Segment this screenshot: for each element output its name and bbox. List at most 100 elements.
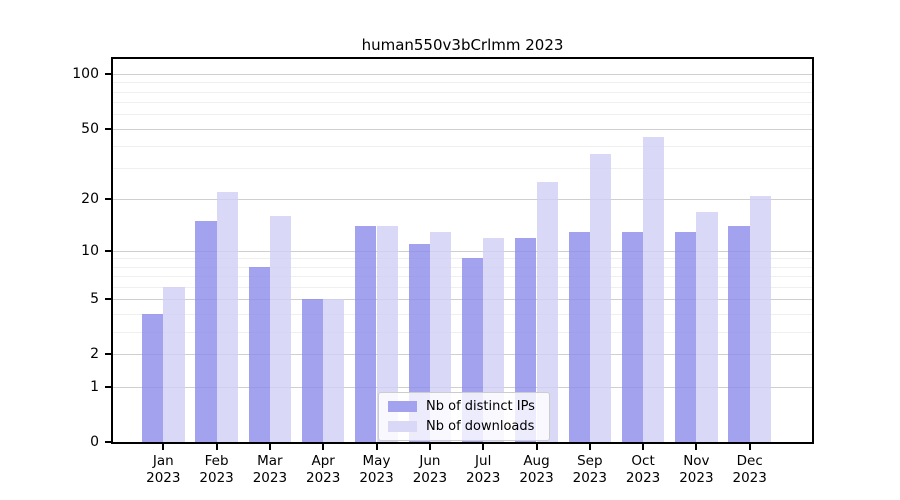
bar-downloads-aug (536, 182, 558, 442)
x-tick-mark-jun (428, 444, 431, 450)
x-tick-mark-aug (535, 444, 538, 450)
bar-downloads-mar (269, 216, 292, 442)
x-tick-mark-oct (642, 444, 645, 450)
x-tick-year: 2023 (466, 470, 501, 486)
x-tick-month: May (362, 453, 391, 469)
bar-distinct-ips-oct (621, 231, 644, 442)
y-tick-mark-0 (105, 441, 112, 443)
x-tick-month: Dec (736, 453, 763, 469)
bar-distinct-ips-nov (675, 231, 697, 442)
y-tick-label-0: 0 (90, 434, 99, 450)
major-gridline-10 (113, 250, 812, 252)
bar-downloads-apr (323, 299, 345, 442)
major-gridline-50 (113, 128, 812, 130)
y-tick-label-100: 100 (72, 66, 99, 82)
x-tick-month: Jan (152, 453, 174, 469)
legend-swatch-icon (388, 401, 417, 412)
bar-downloads-jun (429, 231, 452, 442)
x-tick-mark-apr (322, 444, 325, 450)
bar-distinct-ips-may (355, 226, 377, 442)
minor-gridline-90 (113, 82, 812, 84)
x-tick-year: 2023 (679, 470, 714, 486)
major-gridline-20 (113, 199, 812, 201)
x-tick-label-feb: Feb 2023 (187, 453, 247, 487)
major-gridline-100 (113, 74, 812, 75)
x-tick-mark-dec (748, 444, 751, 450)
x-tick-year: 2023 (252, 470, 288, 486)
minor-gridline-60 (113, 114, 812, 116)
x-tick-month: Sep (577, 453, 603, 469)
x-tick-mark-jul (482, 444, 485, 450)
x-tick-year: 2023 (519, 470, 554, 486)
x-tick-mark-feb (215, 444, 218, 450)
y-tick-label-1: 1 (90, 378, 99, 395)
y-tick-mark-10 (105, 249, 112, 252)
bar-distinct-ips-sep (568, 231, 590, 442)
x-tick-label-dec: Dec 2023 (720, 453, 780, 487)
x-tick-year: 2023 (359, 470, 394, 486)
bar-distinct-ips-dec (728, 226, 750, 442)
x-tick-label-oct: Oct 2023 (613, 453, 673, 487)
minor-gridline-80 (113, 91, 812, 93)
chart-title: human550v3bCrlmm 2023 (361, 36, 564, 54)
bar-downloads-may (376, 226, 398, 442)
x-tick-label-nov: Nov 2023 (666, 453, 726, 487)
x-tick-year: 2023 (146, 470, 181, 486)
x-tick-month: Oct (631, 453, 655, 469)
x-tick-month: Apr (311, 453, 335, 469)
x-tick-year: 2023 (412, 470, 448, 486)
y-tick-mark-2 (105, 353, 112, 356)
bar-downloads-oct (643, 136, 665, 442)
plot-area: Nb of distinct IPs Nb of downloads (113, 59, 812, 442)
x-tick-mark-nov (695, 444, 698, 450)
bar-downloads-jan (163, 286, 185, 442)
plot-frame: Nb of distinct IPs Nb of downloads (111, 57, 814, 444)
minor-gridline-70 (113, 102, 812, 104)
legend-label: Nb of downloads (426, 419, 535, 434)
x-tick-label-jun: Jun 2023 (400, 453, 460, 487)
bar-distinct-ips-jan (142, 313, 164, 442)
x-tick-label-may: May 2023 (347, 453, 407, 487)
x-tick-year: 2023 (306, 470, 341, 486)
x-tick-month: Jun (419, 453, 441, 469)
x-tick-month: Aug (523, 453, 550, 469)
bar-downloads-nov (696, 211, 718, 442)
x-tick-label-aug: Aug 2023 (507, 453, 567, 487)
y-tick-label-5: 5 (90, 291, 99, 308)
x-tick-label-sep: Sep 2023 (560, 453, 620, 487)
bar-downloads-sep (589, 154, 612, 442)
x-tick-mark-jan (162, 444, 165, 450)
x-tick-mark-sep (588, 444, 591, 450)
minor-gridline-40 (113, 145, 812, 147)
bar-downloads-jul (483, 237, 505, 442)
y-tick-label-2: 2 (90, 346, 99, 363)
bar-distinct-ips-mar (248, 266, 270, 442)
bar-distinct-ips-aug (515, 237, 537, 442)
legend-label: Nb of distinct IPs (426, 399, 535, 414)
bar-downloads-feb (216, 192, 238, 442)
x-tick-year: 2023 (625, 470, 661, 486)
y-tick-label-10: 10 (81, 242, 99, 259)
x-tick-month: Mar (257, 453, 283, 469)
x-tick-label-apr: Apr 2023 (293, 453, 353, 487)
x-tick-year: 2023 (199, 470, 234, 486)
x-tick-mark-mar (268, 444, 271, 450)
y-tick-mark-20 (105, 198, 112, 201)
x-tick-label-jan: Jan 2023 (133, 453, 193, 487)
x-tick-month: Feb (204, 453, 229, 469)
legend: Nb of distinct IPs Nb of downloads (378, 392, 550, 441)
x-tick-label-jul: Jul 2023 (453, 453, 513, 487)
x-tick-month: Jul (475, 453, 492, 469)
legend-swatch-icon (388, 421, 417, 432)
minor-gridline-30 (113, 168, 812, 170)
y-tick-mark-5 (105, 298, 112, 301)
y-tick-mark-1 (105, 385, 112, 388)
legend-row-0: Nb of distinct IPs (388, 398, 540, 415)
x-tick-year: 2023 (572, 470, 607, 486)
y-tick-label-20: 20 (81, 191, 99, 208)
legend-row-1: Nb of downloads (388, 418, 540, 435)
x-tick-label-mar: Mar 2023 (240, 453, 300, 487)
y-tick-label-50: 50 (81, 120, 99, 137)
y-tick-mark-100 (105, 73, 112, 75)
